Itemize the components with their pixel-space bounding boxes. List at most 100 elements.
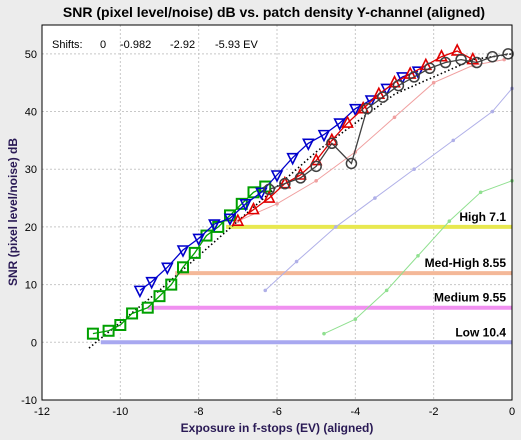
triangle-marker (466, 51, 480, 65)
triangle-marker (262, 190, 276, 203)
triangle-down-marker (223, 213, 237, 227)
level-label-medium: Medium 9.55 (434, 291, 506, 305)
triangle-down-marker (317, 129, 331, 143)
triangle-marker (403, 66, 417, 79)
triangle-down-marker (192, 233, 205, 247)
series-line-square (92, 185, 266, 335)
triangle-marker (309, 152, 323, 166)
square-marker (153, 290, 166, 303)
series-line-circle (268, 53, 509, 191)
faint-point (294, 259, 299, 264)
circle-marker (377, 91, 389, 103)
triangle-down-marker (286, 152, 299, 166)
faint-point (314, 178, 318, 183)
y-tick-label: 0 (31, 337, 37, 349)
triangle-down-marker (380, 83, 393, 97)
x-tick-label: -2 (429, 406, 439, 418)
triangle-down-marker (270, 170, 284, 183)
x-tick-label: -8 (194, 406, 204, 418)
x-tick-label: -6 (272, 406, 282, 418)
shifts-annotation: Shifts: 0 -0.982 -2.92 -5.93 EV (52, 39, 258, 51)
shift-value: -0.982 (120, 39, 151, 51)
circle-marker (310, 160, 322, 173)
square-marker (126, 307, 139, 320)
triangle-down-marker (349, 103, 362, 117)
faint-point (353, 317, 358, 322)
series-line-triangle (237, 50, 474, 222)
square-marker (177, 261, 189, 274)
x-axis-label: Exposure in f-stops (EV) (aligned) (181, 421, 374, 435)
reference-line (88, 53, 513, 349)
y-tick-label: 20 (25, 222, 37, 234)
circle-marker (486, 50, 499, 63)
x-tick-label: 0 (509, 406, 515, 418)
circle-marker (471, 56, 483, 69)
triangle-marker (341, 115, 354, 128)
faint-point (333, 225, 338, 229)
square-marker (86, 327, 99, 340)
level-labels: High 7.1 Med-High 8.55 Medium 9.55 Low 10.4 (425, 210, 507, 339)
level-label-med-high: Med-High 8.55 (425, 256, 507, 270)
y-tick-label: 50 (25, 49, 37, 61)
triangle-marker (372, 86, 386, 100)
circle-marker (345, 157, 358, 170)
circle-marker (294, 172, 307, 184)
circle-marker (279, 177, 291, 190)
faint-point (412, 167, 416, 172)
triangle-down-marker (133, 285, 147, 299)
triangle-down-marker (302, 138, 315, 152)
circle-marker (455, 53, 467, 66)
data-series (86, 43, 514, 340)
y-tick-label: 30 (25, 164, 37, 176)
faint-point (490, 109, 495, 114)
series-line-triangle-down (139, 70, 419, 291)
faint-point (275, 202, 279, 206)
triangle-down-marker (239, 199, 252, 212)
faint-point (416, 253, 420, 258)
faint-point (447, 219, 452, 223)
chart-title: SNR (pixel level/noise) dB vs. patch den… (63, 4, 485, 20)
reference-dotted-line (88, 53, 513, 349)
triangle-marker (419, 57, 433, 71)
square-marker (114, 319, 127, 331)
triangle-down-marker (145, 276, 158, 290)
x-tick-label: -4 (350, 406, 360, 418)
circle-marker (502, 48, 514, 60)
shift-value: 0 (100, 39, 106, 51)
circle-marker (392, 79, 405, 92)
level-label-high: High 7.1 (459, 210, 506, 224)
level-bands (100, 224, 512, 345)
level-label-low: Low 10.4 (455, 325, 506, 339)
triangle-marker (231, 213, 245, 226)
faint-point (373, 196, 377, 200)
shifts-label: Shifts: (52, 39, 83, 51)
square-marker (141, 301, 154, 314)
faint-point (478, 190, 483, 195)
triangle-down-marker (176, 245, 190, 258)
square-marker (188, 246, 201, 259)
circle-marker (424, 62, 436, 75)
y-tick-label: -10 (21, 395, 37, 407)
triangle-down-marker (161, 262, 174, 276)
faint-point (263, 288, 268, 293)
triangle-marker (450, 43, 464, 56)
faint-point (451, 138, 456, 143)
triangle-marker (247, 201, 260, 215)
square-marker (102, 324, 115, 337)
y-tick-label: 10 (25, 280, 37, 292)
shift-value: -2.92 (170, 39, 195, 51)
faint-series-line (264, 88, 513, 291)
circle-marker (326, 137, 338, 150)
y-axis-label: SNR (pixel level/noise) dB (6, 138, 20, 286)
faint-point (431, 80, 436, 85)
plot-frame (41, 24, 513, 401)
circle-marker (361, 102, 373, 115)
faint-point (322, 331, 326, 336)
faint-series-line (237, 59, 505, 222)
shift-value: -5.93 EV (215, 39, 258, 51)
faint-point (392, 115, 397, 120)
triangle-down-marker (333, 118, 346, 131)
circle-marker (439, 56, 452, 69)
